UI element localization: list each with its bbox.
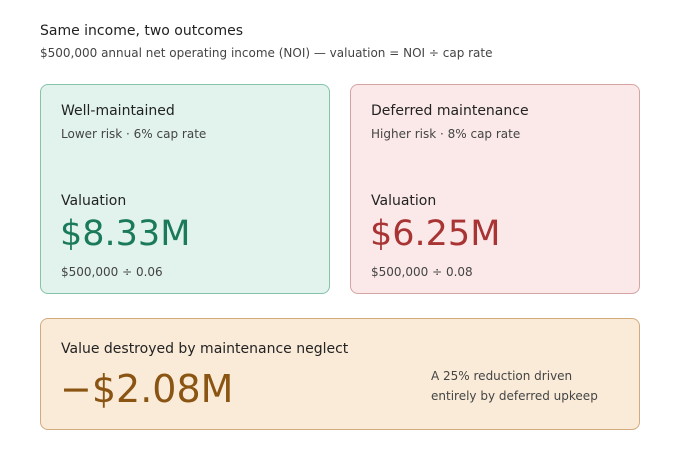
card-title: Well-maintained bbox=[61, 103, 175, 119]
summary-note: A 25% reduction driven entirely by defer… bbox=[431, 369, 598, 403]
card-detail: Lower risk · 6% cap rate bbox=[61, 127, 207, 141]
card-formula: $500,000 ÷ 0.08 bbox=[371, 265, 473, 279]
summary-value: −$2.08M bbox=[60, 367, 234, 411]
subtitle: $500,000 annual net operating income (NO… bbox=[40, 46, 493, 60]
card-label: Valuation bbox=[371, 193, 437, 209]
card-value: $6.25M bbox=[370, 214, 501, 254]
summary-card: Value destroyed by maintenance neglect −… bbox=[40, 318, 640, 430]
title: Same income, two outcomes bbox=[40, 23, 244, 39]
card-deferred: Deferred maintenance Higher risk · 8% ca… bbox=[350, 84, 640, 294]
card-formula: $500,000 ÷ 0.06 bbox=[61, 265, 163, 279]
card-value: $8.33M bbox=[60, 214, 191, 254]
card-detail: Higher risk · 8% cap rate bbox=[371, 127, 521, 141]
card-maintained: Well-maintained Lower risk · 6% cap rate… bbox=[40, 84, 330, 294]
card-title: Deferred maintenance bbox=[371, 103, 529, 119]
summary-title: Value destroyed by maintenance neglect bbox=[61, 341, 349, 357]
card-label: Valuation bbox=[61, 193, 127, 209]
